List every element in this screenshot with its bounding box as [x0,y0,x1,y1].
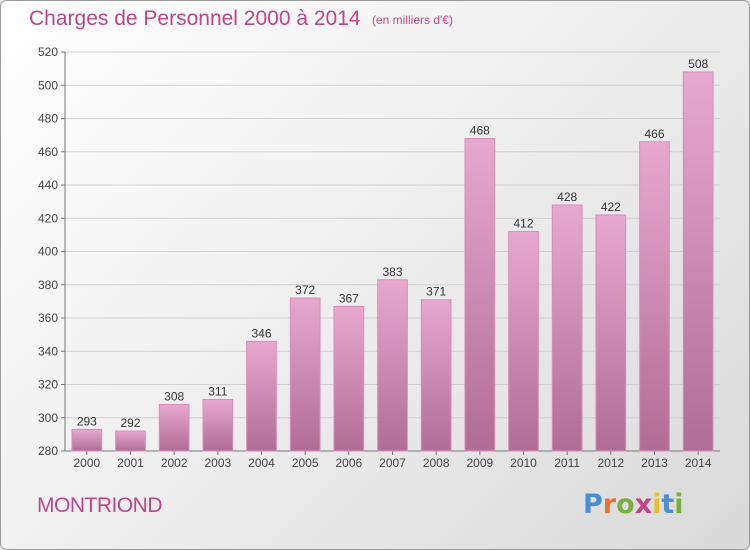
chart-subtitle: (en milliers d'€) [372,13,453,27]
bar-2012 [595,214,627,452]
x-tick-label-2007: 2007 [379,456,406,470]
logo-letter: r [602,489,617,520]
value-label-2014: 508 [688,57,708,71]
y-tick-label: 460 [38,145,58,159]
x-tick-label-2006: 2006 [335,456,362,470]
bar-2005 [289,297,321,452]
value-label-2006: 367 [339,291,359,305]
x-tick-label-2011: 2011 [554,456,580,470]
x-tick-label-2000: 2000 [73,456,100,470]
logo-letter: x [634,489,653,520]
value-label-2009: 468 [470,123,490,137]
y-tick-label: 440 [38,178,58,192]
logo-letter: t [661,489,675,520]
bar-2013 [639,141,670,452]
y-tick-label: 500 [38,78,58,92]
value-label-2003: 311 [208,384,227,398]
y-tick-label: 400 [38,245,58,259]
proxiti-logo: Proxiti [583,489,684,520]
x-tick-label-2003: 2003 [204,456,231,470]
logo-letter: P [583,489,603,520]
y-tick-label: 300 [38,411,58,425]
y-tick-label: 280 [38,444,58,458]
x-tick-label-2001: 2001 [117,456,144,470]
bar-2011 [551,204,583,452]
x-tick-label-2008: 2008 [423,456,450,470]
x-tick-label-2009: 2009 [466,456,493,470]
bar-2008 [420,299,452,452]
x-tick-label-2002: 2002 [161,456,188,470]
bar-2002 [158,403,190,452]
bar-2010 [508,231,539,452]
value-label-2001: 292 [120,416,140,430]
y-tick-label: 480 [38,112,58,126]
bar-2000 [71,428,103,452]
value-label-2008: 371 [426,285,446,299]
chart-title: Charges de Personnel 2000 à 2014 [29,7,361,30]
y-tick-label: 320 [38,378,58,392]
x-tick-label-2005: 2005 [292,456,319,470]
labels-group: 280 300 320 340 360 380 400 420 440 460 480 500 520 2… [38,45,712,470]
bar-2001 [115,430,146,452]
y-tick-label: 340 [38,344,58,358]
bar-2009 [464,137,496,452]
value-label-2000: 293 [77,414,97,428]
logo-letter: i [652,489,662,520]
x-tick-label-2012: 2012 [597,456,624,470]
bar-2003 [202,398,234,452]
x-tick-label-2004: 2004 [248,456,275,470]
y-tick-label: 380 [38,278,58,292]
bars-group [71,71,714,452]
value-label-2011: 428 [557,190,577,204]
value-label-2012: 422 [601,200,621,214]
value-label-2004: 346 [251,326,271,340]
x-tick-label-2010: 2010 [510,456,537,470]
bar-2014 [682,71,714,452]
value-label-2010: 412 [513,217,533,231]
bar-2006 [333,305,365,452]
value-label-2007: 383 [382,265,402,279]
commune-name: MONTRIOND [37,494,163,517]
y-tick-label: 360 [38,311,58,325]
bar-2007 [377,279,408,452]
logo-letter: i [674,489,684,520]
x-tick-label-2013: 2013 [641,456,668,470]
value-label-2005: 372 [295,283,315,297]
y-tick-label: 520 [38,45,58,59]
y-tick-label: 420 [38,211,58,225]
value-label-2013: 466 [644,127,664,141]
bar-2004 [246,340,277,452]
logo-letter: o [616,489,635,520]
x-tick-label-2014: 2014 [685,456,712,470]
value-label-2002: 308 [164,389,184,403]
